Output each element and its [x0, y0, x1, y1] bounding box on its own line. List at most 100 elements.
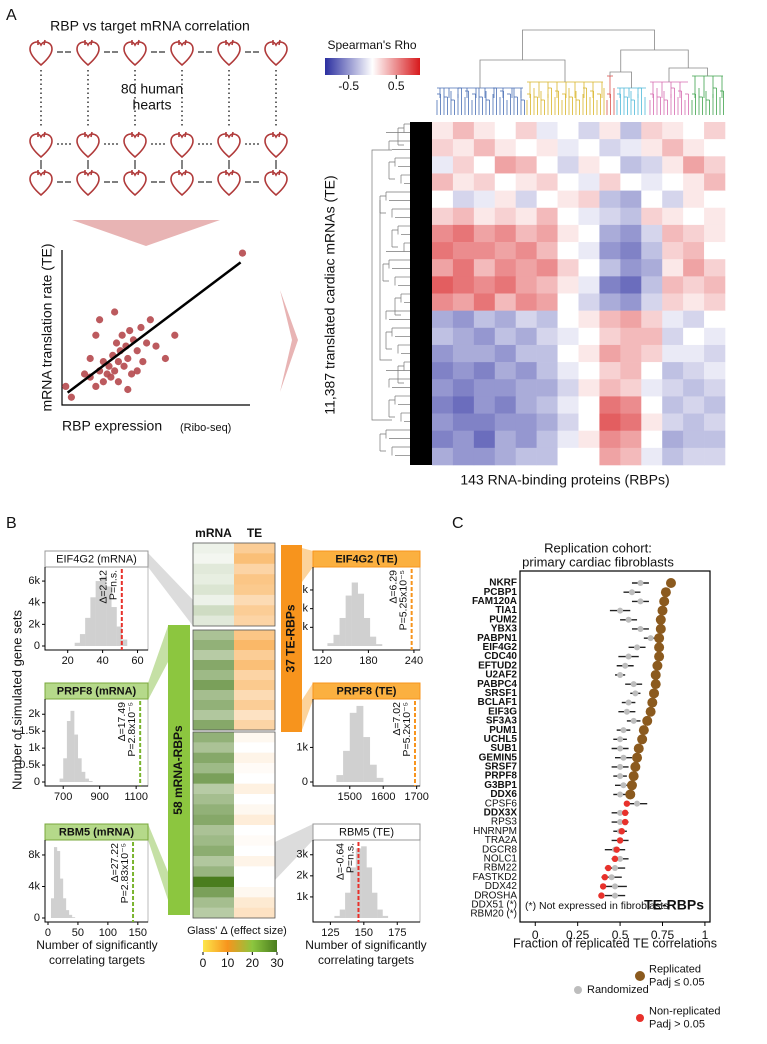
point — [152, 342, 160, 350]
heatmap-cell — [494, 344, 517, 363]
point — [62, 382, 70, 390]
heatmap-cell — [704, 344, 726, 363]
heatmap-cell — [432, 259, 454, 277]
dot — [617, 736, 624, 743]
dendrogram — [371, 149, 392, 421]
histogram-bar — [79, 634, 86, 646]
connector — [302, 683, 313, 730]
heatmap-cell — [432, 122, 454, 140]
heatmap-cell — [234, 752, 275, 764]
heatmap-cell — [515, 224, 537, 243]
dot — [618, 828, 625, 835]
annotation: Δ=6.29 — [387, 570, 399, 604]
heatmap-cell — [515, 139, 537, 157]
dot — [612, 883, 618, 890]
heatmap-cell — [620, 207, 642, 226]
heatmap-cell — [641, 122, 663, 140]
category-label: SUB1 — [490, 743, 517, 754]
heatmap-cell — [620, 362, 642, 380]
heatmap-cell — [193, 825, 234, 836]
title-box — [44, 823, 149, 841]
heatmap-cell — [704, 122, 726, 140]
colorbar — [203, 940, 277, 952]
heatmap-cell — [641, 242, 663, 260]
heatmap-cell — [234, 630, 275, 641]
heatmap-cell — [683, 122, 705, 140]
heatmap-cell — [620, 293, 642, 311]
heatmap-cell — [515, 259, 537, 277]
heatmap-cell — [599, 259, 621, 277]
heatmap-cell — [432, 396, 454, 414]
heatmap-cell — [557, 379, 579, 397]
heatmap-cell — [599, 122, 621, 140]
x-tick-label: 20 — [62, 655, 74, 667]
category-label: EIF3G — [488, 706, 517, 717]
category-label: UCHL5 — [484, 734, 518, 745]
x-tick-label: 60 — [131, 655, 143, 667]
dot — [634, 800, 641, 807]
histogram-bar — [376, 777, 384, 782]
histogram-bar — [369, 764, 377, 782]
y-tick-label: 1.5k — [19, 725, 40, 737]
group-bar — [168, 625, 190, 915]
dot — [608, 874, 615, 881]
y-axis-label: mRNA translation rate (TE) — [39, 243, 55, 411]
heatmap-cell — [234, 720, 275, 731]
heatmap-cell — [662, 139, 684, 157]
dot — [620, 754, 627, 761]
heatmap-cell — [557, 242, 579, 260]
heatmap-cell — [683, 207, 705, 226]
dot — [654, 651, 665, 662]
x-tick-label: 1 — [702, 928, 709, 942]
heatmap-cell — [515, 156, 537, 174]
histogram-bar — [371, 892, 378, 918]
heatmap-cell — [193, 752, 234, 764]
x-tick-label: 0 — [532, 928, 539, 942]
heatmap-cell — [536, 276, 558, 294]
heatmap-cell — [536, 362, 558, 380]
heatmap-cell — [557, 207, 579, 226]
heatmap-cell — [704, 242, 726, 260]
point — [139, 358, 147, 366]
heatmap-cell — [641, 259, 663, 277]
heatmap-cell — [193, 804, 234, 815]
histogram-bar — [81, 771, 86, 782]
histogram-bar — [339, 617, 346, 646]
x-tick-label: 150 — [129, 927, 147, 939]
histogram-bar — [366, 867, 373, 918]
dot — [637, 734, 648, 745]
dendrogram — [397, 127, 404, 146]
dot — [645, 706, 656, 717]
legend-marker — [636, 1014, 644, 1022]
x-tick-label: 0.75 — [651, 928, 675, 942]
heatmap-cell — [234, 835, 275, 846]
x-tick-label: 700 — [54, 791, 72, 803]
heatmap-cell — [599, 430, 621, 449]
dot — [634, 644, 641, 651]
heatmap-cell — [234, 584, 275, 596]
heatmap-cell — [599, 224, 621, 243]
dot — [617, 745, 624, 752]
x-axis-label: Number of significantly — [36, 938, 157, 952]
category-label: PABPC4 — [477, 679, 517, 690]
point — [111, 308, 119, 316]
arrow-right — [280, 290, 298, 392]
dot — [657, 605, 668, 616]
axis — [312, 567, 420, 651]
connector — [148, 824, 168, 900]
heatmap-cell — [193, 584, 234, 596]
dot — [623, 708, 630, 715]
heatmap-cell — [683, 379, 705, 397]
heatmap-cell — [599, 173, 621, 191]
point — [80, 370, 89, 378]
heart-icon — [264, 39, 288, 66]
dot — [647, 635, 654, 642]
heatmap-cell — [662, 344, 684, 363]
heatmap-cell — [599, 190, 621, 209]
dot — [625, 616, 632, 623]
heatmap-cell — [473, 413, 496, 431]
category-label: RPS3 — [491, 817, 518, 828]
heatmap-cell — [234, 640, 275, 651]
heatmap-cell — [683, 344, 705, 363]
title-box — [44, 550, 149, 568]
